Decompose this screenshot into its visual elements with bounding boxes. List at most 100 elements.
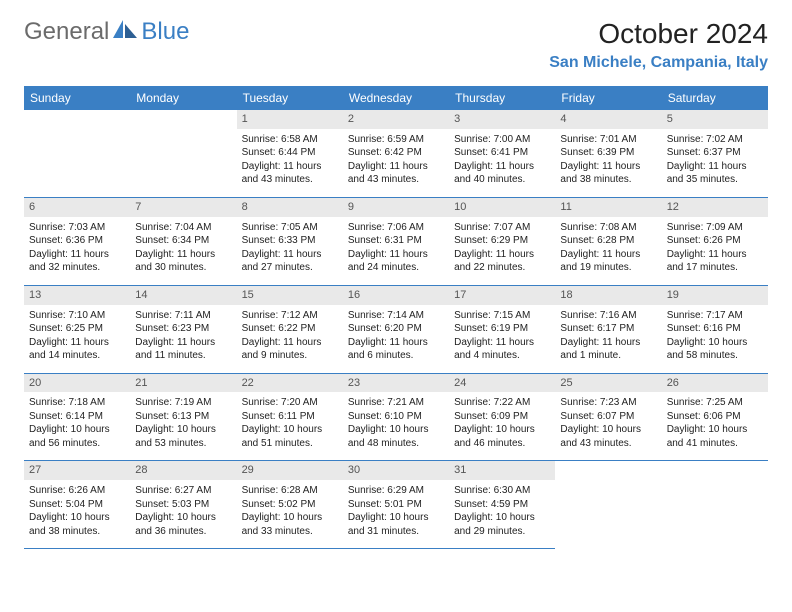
day-content: Sunrise: 7:07 AMSunset: 6:29 PMDaylight:… (449, 217, 555, 285)
day-number: 4 (555, 110, 661, 129)
day-content: Sunrise: 6:30 AMSunset: 4:59 PMDaylight:… (449, 480, 555, 548)
calendar-table: SundayMondayTuesdayWednesdayThursdayFrid… (24, 86, 768, 549)
calendar-cell: 25Sunrise: 7:23 AMSunset: 6:07 PMDayligh… (555, 373, 661, 461)
day-number: 22 (237, 374, 343, 393)
calendar-cell: 26Sunrise: 7:25 AMSunset: 6:06 PMDayligh… (662, 373, 768, 461)
calendar-cell: 2Sunrise: 6:59 AMSunset: 6:42 PMDaylight… (343, 110, 449, 197)
day-content: Sunrise: 7:20 AMSunset: 6:11 PMDaylight:… (237, 392, 343, 460)
calendar-cell: 23Sunrise: 7:21 AMSunset: 6:10 PMDayligh… (343, 373, 449, 461)
calendar-cell: 27Sunrise: 6:26 AMSunset: 5:04 PMDayligh… (24, 461, 130, 549)
day-content: Sunrise: 7:18 AMSunset: 6:14 PMDaylight:… (24, 392, 130, 460)
calendar-cell: 17Sunrise: 7:15 AMSunset: 6:19 PMDayligh… (449, 285, 555, 373)
day-number: 23 (343, 374, 449, 393)
day-number: 2 (343, 110, 449, 129)
day-number: 9 (343, 198, 449, 217)
day-content: Sunrise: 7:02 AMSunset: 6:37 PMDaylight:… (662, 129, 768, 197)
day-content: Sunrise: 7:22 AMSunset: 6:09 PMDaylight:… (449, 392, 555, 460)
calendar-cell: 12Sunrise: 7:09 AMSunset: 6:26 PMDayligh… (662, 197, 768, 285)
weekday-header: Thursday (449, 86, 555, 110)
logo: General Blue (24, 18, 189, 46)
day-content: Sunrise: 7:19 AMSunset: 6:13 PMDaylight:… (130, 392, 236, 460)
day-number: 10 (449, 198, 555, 217)
day-content: Sunrise: 7:23 AMSunset: 6:07 PMDaylight:… (555, 392, 661, 460)
calendar-cell: 13Sunrise: 7:10 AMSunset: 6:25 PMDayligh… (24, 285, 130, 373)
day-number: 20 (24, 374, 130, 393)
weekday-header: Sunday (24, 86, 130, 110)
calendar-cell: 10Sunrise: 7:07 AMSunset: 6:29 PMDayligh… (449, 197, 555, 285)
calendar-cell: 9Sunrise: 7:06 AMSunset: 6:31 PMDaylight… (343, 197, 449, 285)
calendar-cell: 11Sunrise: 7:08 AMSunset: 6:28 PMDayligh… (555, 197, 661, 285)
day-number: 21 (130, 374, 236, 393)
day-content: Sunrise: 7:14 AMSunset: 6:20 PMDaylight:… (343, 305, 449, 373)
logo-text-blue: Blue (141, 18, 189, 46)
day-content: Sunrise: 7:03 AMSunset: 6:36 PMDaylight:… (24, 217, 130, 285)
calendar-cell: 28Sunrise: 6:27 AMSunset: 5:03 PMDayligh… (130, 461, 236, 549)
day-number: 13 (24, 286, 130, 305)
day-number: 27 (24, 461, 130, 480)
day-number: 15 (237, 286, 343, 305)
logo-sail-icon (113, 20, 139, 38)
day-number: 30 (343, 461, 449, 480)
day-content: Sunrise: 7:05 AMSunset: 6:33 PMDaylight:… (237, 217, 343, 285)
day-content: Sunrise: 6:29 AMSunset: 5:01 PMDaylight:… (343, 480, 449, 548)
day-content: Sunrise: 7:08 AMSunset: 6:28 PMDaylight:… (555, 217, 661, 285)
logo-text-general: General (24, 18, 109, 46)
weekday-header: Friday (555, 86, 661, 110)
day-number: 19 (662, 286, 768, 305)
day-number: 18 (555, 286, 661, 305)
day-content: Sunrise: 7:21 AMSunset: 6:10 PMDaylight:… (343, 392, 449, 460)
calendar-cell: 5Sunrise: 7:02 AMSunset: 6:37 PMDaylight… (662, 110, 768, 197)
day-content: Sunrise: 7:09 AMSunset: 6:26 PMDaylight:… (662, 217, 768, 285)
day-number: 3 (449, 110, 555, 129)
calendar-cell: 7Sunrise: 7:04 AMSunset: 6:34 PMDaylight… (130, 197, 236, 285)
calendar-cell (130, 110, 236, 197)
calendar-cell: 21Sunrise: 7:19 AMSunset: 6:13 PMDayligh… (130, 373, 236, 461)
day-content: Sunrise: 6:27 AMSunset: 5:03 PMDaylight:… (130, 480, 236, 548)
calendar-cell (555, 461, 661, 549)
day-content: Sunrise: 7:16 AMSunset: 6:17 PMDaylight:… (555, 305, 661, 373)
day-content: Sunrise: 6:28 AMSunset: 5:02 PMDaylight:… (237, 480, 343, 548)
calendar-row: 27Sunrise: 6:26 AMSunset: 5:04 PMDayligh… (24, 461, 768, 549)
day-number: 24 (449, 374, 555, 393)
calendar-cell: 24Sunrise: 7:22 AMSunset: 6:09 PMDayligh… (449, 373, 555, 461)
weekday-header: Tuesday (237, 86, 343, 110)
calendar-cell: 19Sunrise: 7:17 AMSunset: 6:16 PMDayligh… (662, 285, 768, 373)
day-content: Sunrise: 7:01 AMSunset: 6:39 PMDaylight:… (555, 129, 661, 197)
calendar-cell: 3Sunrise: 7:00 AMSunset: 6:41 PMDaylight… (449, 110, 555, 197)
day-content: Sunrise: 7:06 AMSunset: 6:31 PMDaylight:… (343, 217, 449, 285)
header: General Blue October 2024 San Michele, C… (24, 18, 768, 72)
day-number: 17 (449, 286, 555, 305)
day-number: 12 (662, 198, 768, 217)
day-number: 25 (555, 374, 661, 393)
day-number: 26 (662, 374, 768, 393)
weekday-header: Monday (130, 86, 236, 110)
calendar-cell: 20Sunrise: 7:18 AMSunset: 6:14 PMDayligh… (24, 373, 130, 461)
calendar-cell (24, 110, 130, 197)
calendar-cell: 4Sunrise: 7:01 AMSunset: 6:39 PMDaylight… (555, 110, 661, 197)
weekday-header: Wednesday (343, 86, 449, 110)
day-content: Sunrise: 7:11 AMSunset: 6:23 PMDaylight:… (130, 305, 236, 373)
weekday-header-row: SundayMondayTuesdayWednesdayThursdayFrid… (24, 86, 768, 110)
calendar-cell: 30Sunrise: 6:29 AMSunset: 5:01 PMDayligh… (343, 461, 449, 549)
day-content: Sunrise: 7:15 AMSunset: 6:19 PMDaylight:… (449, 305, 555, 373)
calendar-cell: 14Sunrise: 7:11 AMSunset: 6:23 PMDayligh… (130, 285, 236, 373)
calendar-cell: 1Sunrise: 6:58 AMSunset: 6:44 PMDaylight… (237, 110, 343, 197)
day-content: Sunrise: 7:04 AMSunset: 6:34 PMDaylight:… (130, 217, 236, 285)
day-number: 31 (449, 461, 555, 480)
calendar-cell (662, 461, 768, 549)
title-block: October 2024 San Michele, Campania, Ital… (549, 18, 768, 72)
day-number: 16 (343, 286, 449, 305)
day-content: Sunrise: 7:00 AMSunset: 6:41 PMDaylight:… (449, 129, 555, 197)
day-content: Sunrise: 7:25 AMSunset: 6:06 PMDaylight:… (662, 392, 768, 460)
calendar-row: 20Sunrise: 7:18 AMSunset: 6:14 PMDayligh… (24, 373, 768, 461)
day-number: 5 (662, 110, 768, 129)
calendar-cell: 15Sunrise: 7:12 AMSunset: 6:22 PMDayligh… (237, 285, 343, 373)
location: San Michele, Campania, Italy (549, 54, 768, 72)
day-content: Sunrise: 6:26 AMSunset: 5:04 PMDaylight:… (24, 480, 130, 548)
day-content: Sunrise: 7:12 AMSunset: 6:22 PMDaylight:… (237, 305, 343, 373)
calendar-cell: 29Sunrise: 6:28 AMSunset: 5:02 PMDayligh… (237, 461, 343, 549)
month-title: October 2024 (549, 18, 768, 50)
calendar-cell: 22Sunrise: 7:20 AMSunset: 6:11 PMDayligh… (237, 373, 343, 461)
day-number: 7 (130, 198, 236, 217)
day-number: 29 (237, 461, 343, 480)
